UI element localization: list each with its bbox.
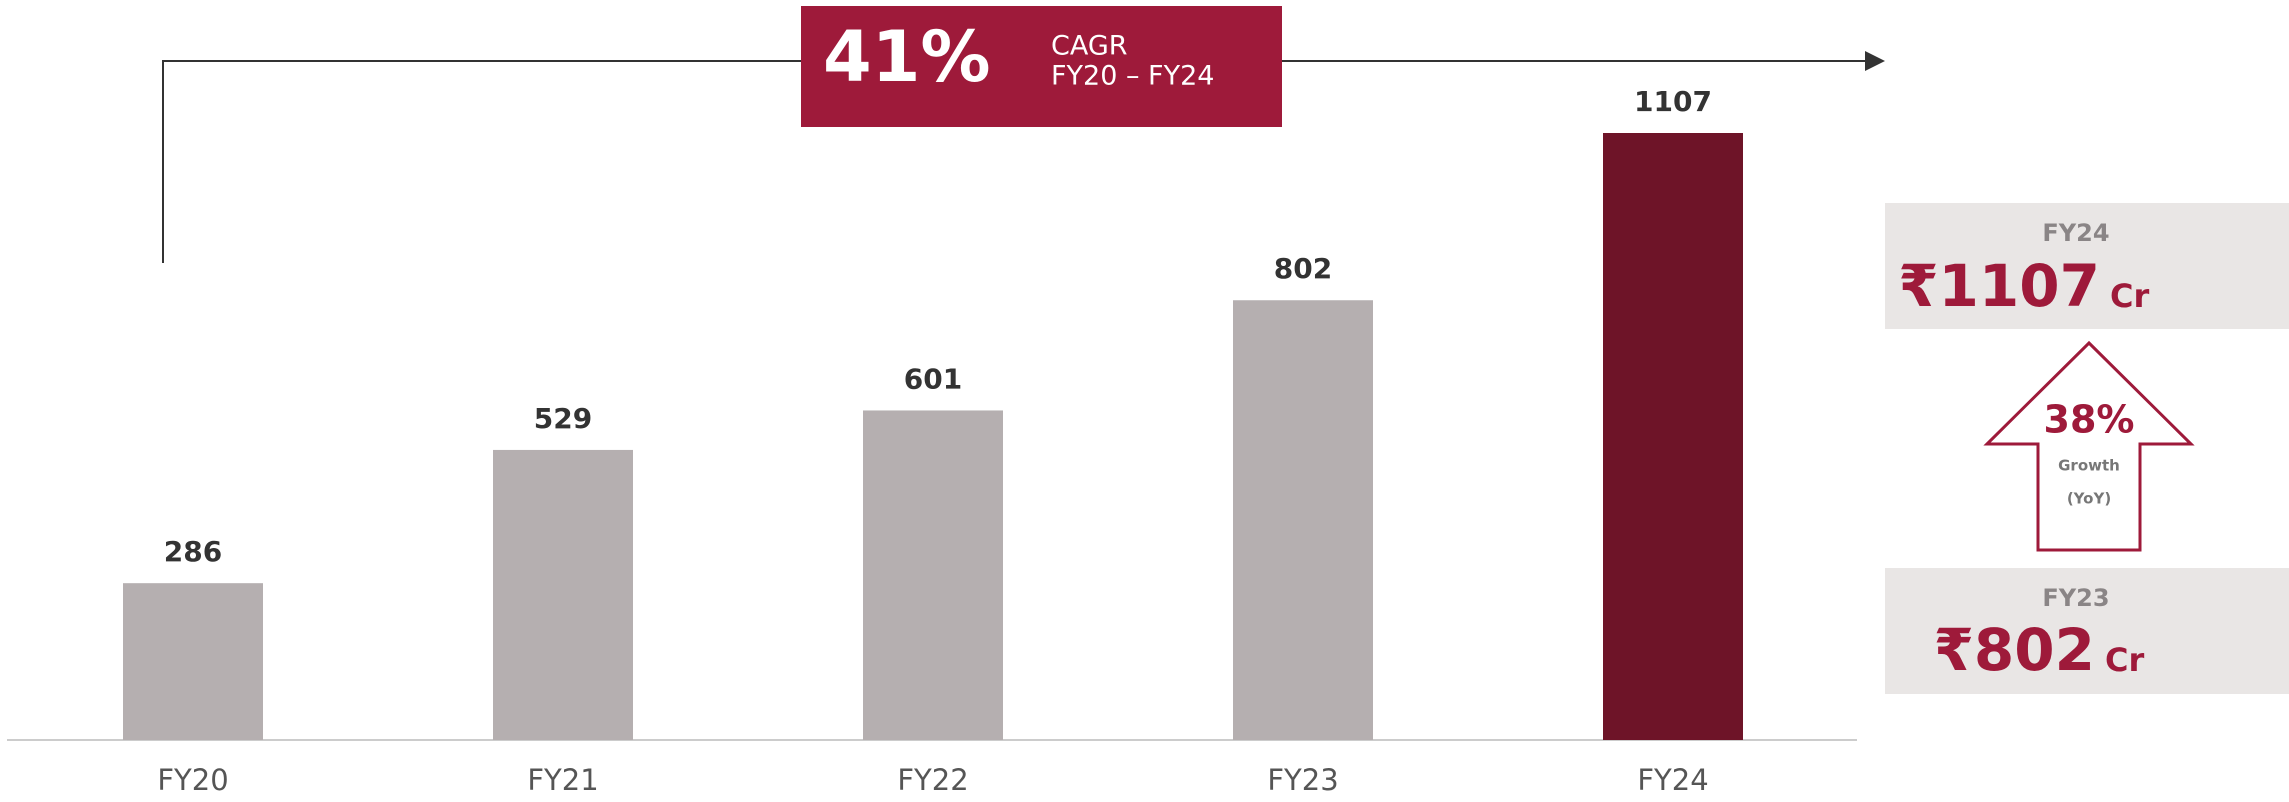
previous-unit: Cr (2105, 641, 2144, 679)
current-unit: Cr (2110, 277, 2149, 315)
cagr-box (801, 6, 1282, 127)
x-tick-label: FY23 (1267, 763, 1338, 797)
bar (863, 410, 1003, 740)
x-tick-label: FY24 (1637, 763, 1708, 797)
value-label: 529 (534, 402, 592, 435)
value-label: 802 (1274, 252, 1332, 285)
growth-value: 38% (2044, 398, 2135, 442)
current-box (1885, 203, 2289, 329)
bar (123, 583, 263, 740)
cagr-value: 41% (823, 16, 991, 98)
current-period: FY24 (2042, 219, 2109, 247)
x-tick-label: FY20 (157, 763, 228, 797)
value-label: 286 (164, 535, 222, 568)
cagr-label: CAGR (1051, 31, 1128, 62)
x-tick-label: FY21 (527, 763, 598, 797)
previous-box (1885, 568, 2289, 694)
growth-label: Growth (2058, 457, 2120, 475)
cagr-arrow (162, 51, 1885, 263)
cagr-period: FY20 – FY24 (1051, 61, 1214, 92)
growth-basis: (YoY) (2067, 490, 2111, 508)
value-label: 601 (904, 362, 962, 395)
x-tick-label: FY22 (897, 763, 968, 797)
value-label: 1107 (1634, 85, 1712, 118)
bar (493, 449, 633, 740)
growth-arrow (1983, 340, 2195, 552)
previous-period: FY23 (2042, 584, 2109, 612)
bar (1233, 300, 1373, 740)
current-amount: ₹1107 (1898, 252, 2100, 320)
bar (1603, 133, 1743, 740)
previous-amount: ₹802 (1934, 616, 2095, 684)
